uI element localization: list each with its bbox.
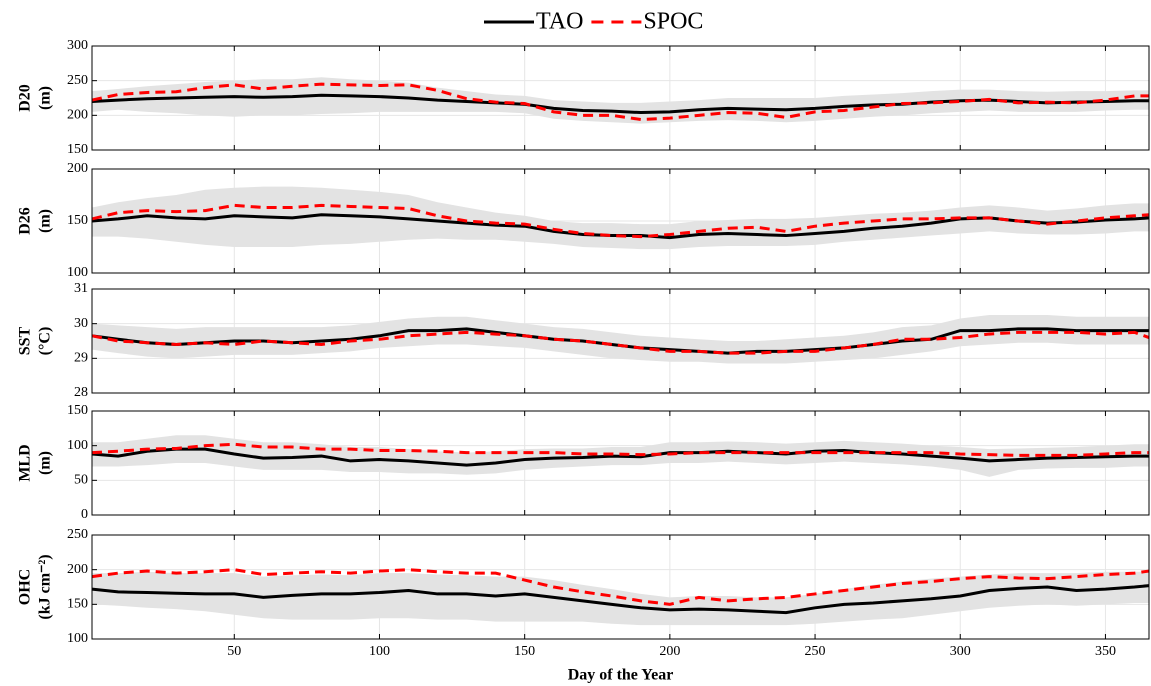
y-axis-label: D20 — [17, 84, 34, 112]
y-tick-label: 31 — [74, 281, 88, 296]
y-tick-label: 250 — [67, 73, 88, 88]
x-tick-label: 350 — [1095, 644, 1116, 659]
series-line — [91, 82, 1149, 121]
panel: 100 150 200 D26 (m) — [17, 161, 1150, 280]
y-axis-label: MLD — [17, 444, 34, 481]
spread-band — [92, 315, 1149, 364]
y-axis-label: D26 — [17, 207, 34, 235]
spread-band — [92, 77, 1149, 124]
plot-frame — [91, 534, 1150, 640]
y-axis-label: SST — [17, 326, 34, 355]
y-tick-label: 250 — [67, 527, 88, 542]
x-tick-label: 150 — [514, 644, 535, 659]
series-line — [91, 568, 1150, 606]
legend: TAO SPOC — [484, 9, 703, 35]
panel: 150 200 250 300 D20 (m) — [17, 38, 1150, 157]
series-line — [91, 584, 1150, 615]
plot-frame — [91, 45, 1150, 151]
y-axis-label: OHC — [17, 569, 34, 605]
y-tick-label: 28 — [74, 385, 88, 400]
y-tick-label: 150 — [67, 213, 88, 228]
series-line — [91, 447, 1149, 467]
spread-band — [92, 186, 1149, 250]
y-tick-label: 200 — [67, 562, 88, 577]
y-tick-label: 29 — [74, 351, 88, 366]
y-tick-label: 200 — [67, 108, 88, 123]
y-axis-label: (m) — [37, 451, 54, 475]
x-axis-label: Day of the Year — [568, 667, 674, 684]
y-tick-label: 50 — [74, 473, 88, 488]
plot-frame — [91, 410, 1150, 516]
series-line — [91, 203, 1150, 239]
y-tick-label: 100 — [67, 438, 88, 453]
y-axis-label: (m) — [37, 86, 54, 110]
plot-frame — [91, 288, 1150, 394]
y-tick-label: 150 — [67, 142, 88, 157]
panel: 100 150 200 250 50 100 150 200 250 300 350 OHC (kJ c… — [17, 527, 1150, 684]
y-tick-label: 0 — [81, 507, 88, 522]
y-tick-label: 300 — [67, 38, 88, 53]
y-tick-label: 30 — [74, 316, 88, 331]
y-axis-label: (m) — [37, 209, 54, 233]
x-tick-label: 250 — [805, 644, 826, 659]
legend-label: SPOC — [643, 9, 703, 35]
panel: 0 50 100 150 MLD (m) — [17, 403, 1150, 522]
y-tick-label: 100 — [67, 265, 88, 280]
y-tick-label: 200 — [67, 161, 88, 176]
y-axis-label: (°C) — [37, 327, 54, 356]
series-line — [91, 330, 1150, 355]
series-line — [91, 442, 1149, 457]
x-tick-label: 300 — [950, 644, 971, 659]
x-tick-label: 100 — [369, 644, 390, 659]
x-tick-label: 200 — [659, 644, 680, 659]
x-tick-label: 50 — [227, 644, 241, 659]
panel: 28 29 30 31 SST (°C) — [17, 281, 1150, 400]
legend-label: TAO — [536, 9, 583, 35]
y-tick-label: 100 — [67, 631, 88, 646]
y-axis-label: (kJ cm⁻²) — [37, 554, 54, 619]
y-tick-label: 150 — [67, 403, 88, 418]
y-tick-label: 150 — [67, 597, 88, 612]
